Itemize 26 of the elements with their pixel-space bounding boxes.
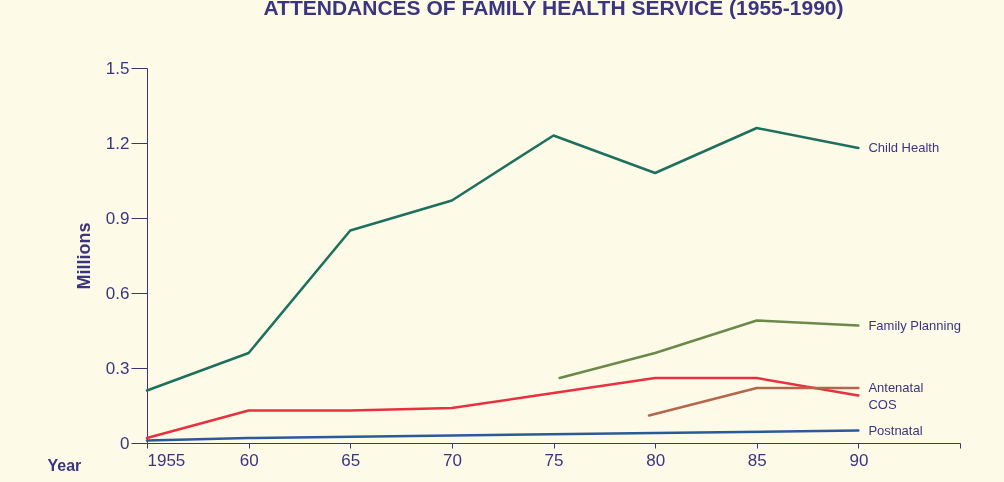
y-axis-title: Millions — [73, 222, 94, 290]
y-tick-label: 0.9 — [105, 208, 130, 228]
y-tick-label: 1.5 — [105, 58, 130, 78]
x-axis-title: Year — [47, 456, 82, 474]
x-tick-label: 1955 — [147, 450, 186, 470]
series-label: Family Planning — [868, 317, 961, 333]
line-series — [145, 126, 860, 392]
x-tick-label: 80 — [646, 450, 666, 470]
x-tick-label: 70 — [442, 450, 462, 470]
series-label: Postnatal — [868, 422, 923, 438]
y-tick-label: 1.2 — [105, 133, 130, 153]
series-label: COS — [868, 397, 897, 412]
line-series — [558, 319, 860, 380]
x-tick-label: 65 — [341, 450, 361, 470]
line-series — [145, 376, 860, 440]
series-label: Child Health — [868, 140, 940, 155]
y-tick-label: 0 — [120, 433, 130, 453]
x-tick-label: 60 — [239, 450, 259, 470]
x-tick-label: 90 — [849, 450, 869, 470]
x-tick-label: 75 — [544, 450, 564, 470]
chart-title: ATTENDANCES OF FAMILY HEALTH SERVICE (1955-1990) — [263, 0, 844, 19]
y-tick-label: 0.3 — [105, 358, 130, 378]
x-tick-label: 85 — [747, 450, 767, 470]
line-series — [145, 429, 860, 442]
series-label: Antenatal — [868, 380, 924, 395]
y-tick-label: 0.6 — [105, 283, 130, 303]
